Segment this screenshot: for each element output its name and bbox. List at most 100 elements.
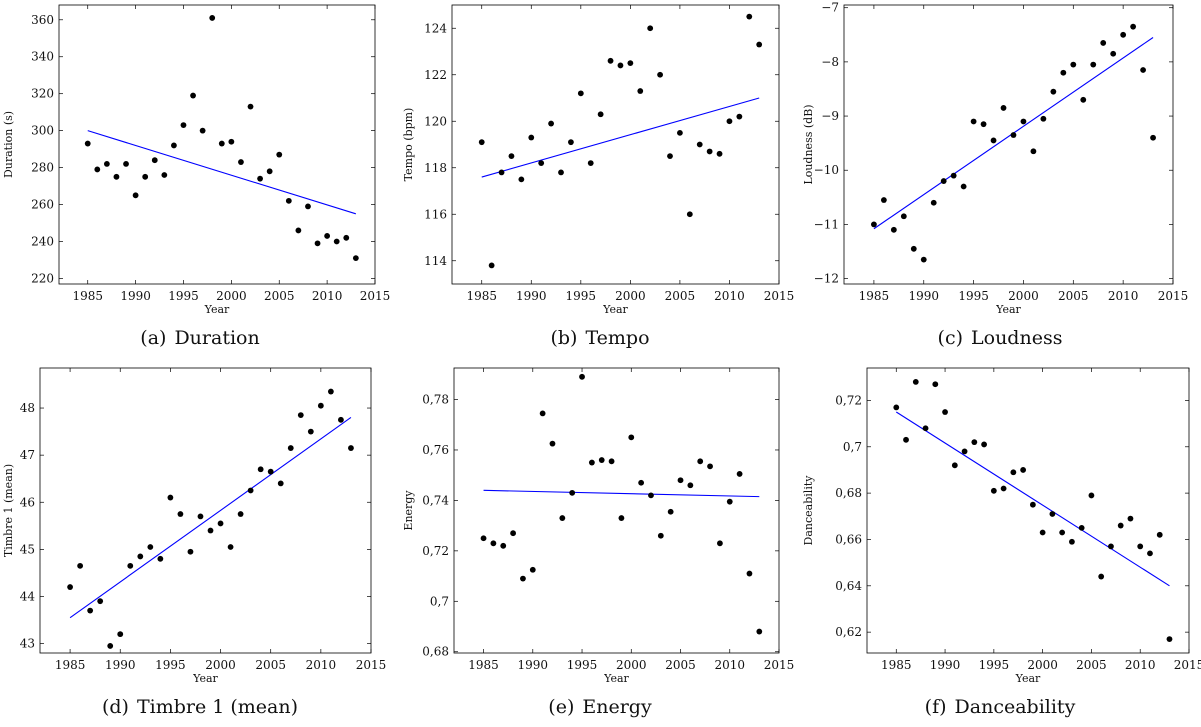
y-tick-label: −7 (821, 1, 839, 15)
data-point (113, 173, 120, 180)
y-axis-title: Danceability (802, 475, 815, 546)
data-point (333, 238, 340, 245)
x-tick-label: 2005 (264, 289, 295, 303)
caption-text: Tempo (585, 327, 650, 349)
data-point (726, 498, 733, 505)
chart-tempo: 1985 1990 1995 2000 2005 2010 2015 114 116 118 120… (402, 4, 794, 316)
x-tick-label: 2015 (360, 289, 391, 303)
x-axis-title: Year (602, 303, 628, 316)
data-point (607, 57, 614, 64)
data-point (1039, 529, 1046, 536)
data-point (498, 169, 505, 176)
x-axis-title: Year (995, 303, 1021, 316)
data-point (352, 255, 359, 262)
y-tick-label: −11 (814, 217, 839, 231)
data-point (147, 544, 154, 550)
timbre-plot-frame (39, 367, 372, 654)
data-point (667, 508, 674, 515)
data-point (1080, 96, 1087, 103)
data-point (1029, 501, 1036, 508)
caption-letter: (a) (140, 327, 167, 349)
data-point (756, 628, 763, 635)
x-tick-label: 1990 (120, 289, 151, 303)
data-point (736, 113, 743, 120)
y-tick-label: 300 (31, 124, 54, 138)
data-point (1166, 636, 1173, 642)
data-point (617, 62, 624, 69)
y-tick-label: 0,7 (430, 594, 449, 608)
data-point (903, 436, 909, 443)
data-point (1010, 132, 1017, 138)
data-point (597, 111, 604, 118)
x-tick-label: 2010 (714, 658, 745, 672)
data-point (677, 477, 684, 484)
x-tick-label: 1985 (468, 658, 499, 672)
x-tick-label: 2005 (255, 658, 286, 672)
data-point (87, 607, 94, 614)
x-tick-label: 1995 (155, 658, 186, 672)
caption-tempo: (b) Tempo (400, 327, 800, 349)
data-point (1137, 543, 1144, 550)
data-point (648, 492, 654, 499)
data-point (127, 562, 134, 569)
data-point (588, 459, 595, 466)
x-tick-label: 2010 (1108, 289, 1139, 303)
y-tick-label: 45 (20, 542, 35, 556)
y-tick-label: 0,72 (422, 544, 449, 558)
x-axis-title: Year (192, 672, 218, 685)
data-point (1088, 492, 1095, 499)
x-axis-title: Year (603, 672, 629, 685)
data-point (970, 118, 977, 125)
data-point (538, 160, 545, 167)
data-point (756, 41, 763, 48)
x-tick-label: 2015 (1158, 289, 1189, 303)
data-point (528, 134, 535, 141)
data-point (657, 71, 663, 78)
data-point (267, 468, 274, 475)
x-tick-label: 2000 (616, 658, 647, 672)
data-point (237, 511, 244, 517)
y-axis-title: Timbre 1 (mean) (2, 464, 15, 557)
x-tick-label: 2000 (1008, 289, 1039, 303)
data-point (343, 234, 350, 241)
data-point (197, 513, 204, 520)
data-point (227, 544, 234, 550)
data-point (1078, 524, 1085, 531)
data-point (667, 153, 673, 160)
data-point (167, 494, 174, 501)
data-point (132, 192, 139, 199)
caption-danceability: (f) Danceability (800, 696, 1200, 718)
y-tick-label: 240 (31, 235, 54, 249)
x-tick-label: 1990 (908, 289, 939, 303)
x-tick-label: 2010 (312, 289, 343, 303)
data-point (638, 479, 645, 486)
y-tick-label: 340 (31, 50, 54, 64)
data-point (480, 535, 487, 542)
y-tick-label: 46 (20, 495, 35, 509)
data-point (180, 122, 187, 128)
caption-text: Energy (582, 696, 652, 718)
y-tick-label: 0,72 (835, 393, 862, 407)
data-point (932, 381, 939, 388)
data-point (559, 515, 566, 521)
data-point (1020, 467, 1027, 473)
data-point (696, 141, 703, 148)
data-point (295, 227, 302, 234)
data-point (647, 25, 654, 32)
x-tick-label: 2010 (714, 289, 745, 303)
data-point (1070, 61, 1077, 68)
tempo-trend-line (481, 97, 760, 178)
data-point (568, 139, 574, 146)
data-point (217, 520, 224, 527)
data-point (1040, 115, 1047, 122)
x-axis-title: Year (204, 303, 230, 316)
data-point (1108, 543, 1114, 550)
caption-duration: (a) Duration (0, 327, 400, 349)
y-tick-label: 116 (424, 207, 447, 221)
data-point (637, 88, 644, 94)
caption-text: Danceability (954, 696, 1076, 718)
data-point (107, 643, 114, 649)
data-point (157, 555, 164, 562)
data-point (677, 129, 683, 136)
y-tick-label: 124 (424, 21, 447, 35)
